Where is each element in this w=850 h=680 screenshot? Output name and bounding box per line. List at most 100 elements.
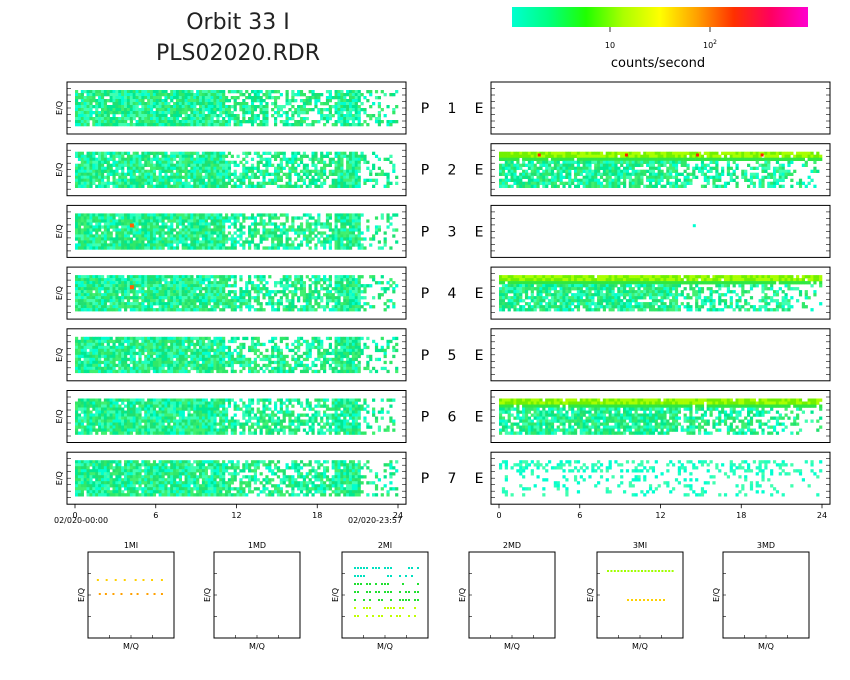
heatmap-cell [311, 237, 315, 241]
heatmap-cell [340, 243, 344, 247]
heatmap-cell [340, 216, 344, 220]
heatmap-cell [354, 96, 358, 100]
heatmap-cell [377, 228, 381, 232]
heatmap-cell [187, 213, 191, 217]
heatmap-cell [276, 111, 281, 115]
heatmap-cell [360, 154, 364, 158]
heatmap-cell [242, 240, 246, 244]
heatmap-cell [709, 169, 713, 173]
heatmap-cell [115, 290, 119, 294]
heatmap-cell [631, 178, 635, 182]
heatmap-cell [158, 117, 162, 121]
heatmap-cell [383, 114, 387, 118]
heatmap-cell [158, 105, 162, 109]
heatmap-cell [216, 151, 220, 155]
heatmap-cell [279, 281, 283, 285]
heatmap-cell [380, 287, 384, 291]
heatmap-cell [597, 169, 601, 173]
heatmap-cell [328, 243, 332, 247]
heatmap-cell [129, 163, 133, 167]
heatmap-cell [199, 157, 203, 161]
heatmap-cell [741, 157, 745, 161]
heatmap-cell [299, 154, 304, 158]
heatmap-cell [299, 120, 304, 124]
heatmap-cell [178, 96, 183, 100]
heatmap-cell [222, 281, 226, 285]
heatmap-cell [608, 163, 612, 167]
heatmap-cell [772, 169, 777, 173]
heatmap-cell [752, 157, 756, 161]
heatmap-cell [530, 157, 534, 161]
heatmap-cell [395, 240, 399, 244]
heatmap-cell [718, 175, 722, 179]
heatmap-cell [158, 246, 162, 250]
heatmap-cell [311, 120, 315, 124]
heatmap-cell [282, 157, 286, 161]
heatmap-cell [201, 123, 206, 127]
heatmap-cell [752, 151, 756, 155]
heatmap-cell [216, 275, 220, 279]
heatmap-cell [147, 157, 151, 161]
heatmap-cell [294, 287, 298, 291]
heatmap-cell [623, 181, 627, 185]
heatmap-cell [294, 120, 298, 124]
heatmap-cell [781, 163, 785, 167]
heatmap-cell [357, 234, 361, 238]
heatmap-cell [233, 302, 237, 306]
heatmap-cell [201, 287, 206, 291]
heatmap-cell [233, 175, 237, 179]
heatmap-cell [75, 99, 79, 103]
heatmap-cell [75, 290, 79, 294]
heatmap-cell [343, 172, 347, 176]
heatmap-cell [674, 166, 679, 170]
heatmap-cell [273, 120, 278, 124]
heatmap-cell [372, 102, 376, 106]
heatmap-cell [112, 163, 116, 167]
heatmap-cell [164, 290, 168, 294]
heatmap-cell [190, 102, 194, 106]
heatmap-cell [657, 178, 661, 182]
heatmap-cell [248, 278, 252, 282]
heatmap-cell [308, 213, 312, 217]
heatmap-cell [224, 234, 229, 238]
heatmap-cell [268, 157, 272, 161]
heatmap-cell [328, 169, 332, 173]
heatmap-cell [227, 181, 232, 185]
heatmap-cell [582, 178, 586, 182]
heatmap-cell [787, 160, 791, 164]
heatmap-cell [219, 111, 223, 115]
heatmap-cell [181, 231, 185, 235]
heatmap-cell [611, 157, 615, 161]
heatmap-cell [271, 102, 275, 106]
heatmap-cell [144, 172, 148, 176]
heatmap-cell [187, 181, 191, 185]
heatmap-cell [118, 275, 122, 279]
heatmap-cell [173, 178, 177, 182]
heatmap-cell [325, 175, 330, 179]
heatmap-cell [559, 163, 563, 167]
heatmap-cell [132, 184, 136, 188]
heatmap-cell [239, 278, 243, 282]
heatmap-cell [348, 225, 353, 229]
heatmap-cell [337, 157, 341, 161]
heatmap-cell [86, 287, 90, 291]
heatmap-cell [631, 181, 635, 185]
heatmap-cell [109, 157, 113, 161]
heatmap-cell [210, 213, 214, 217]
heatmap-cell [346, 234, 350, 238]
heatmap-cell [248, 216, 252, 220]
heatmap-cell [683, 181, 687, 185]
heatmap-cell [692, 175, 696, 179]
heatmap-cell [273, 123, 278, 127]
heatmap-cell [294, 275, 298, 279]
heatmap-cell [325, 278, 330, 282]
heatmap-cell [75, 293, 79, 297]
heatmap-cell [138, 213, 142, 217]
heatmap-cell [100, 181, 105, 185]
heatmap-cell [190, 175, 194, 179]
heatmap-cell [213, 299, 217, 303]
heatmap-cell [377, 296, 381, 300]
heatmap-cell [565, 151, 569, 155]
heatmap-cell [372, 166, 376, 170]
heatmap-cell [363, 157, 367, 161]
